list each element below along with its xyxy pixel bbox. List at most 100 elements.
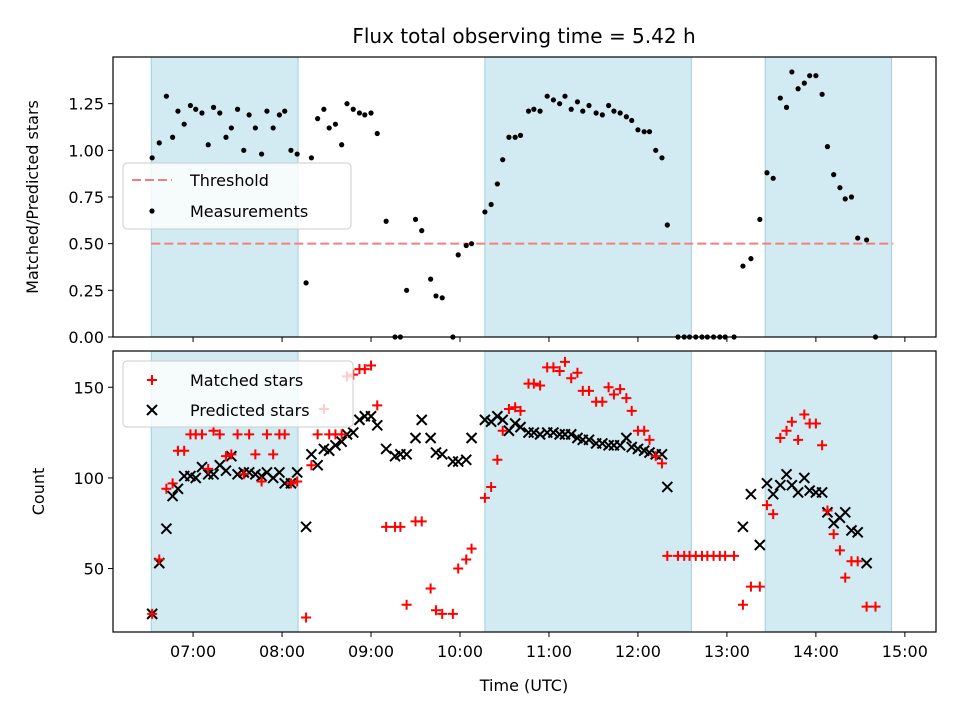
measurement-point [428, 276, 434, 282]
matched-stars-point [461, 554, 472, 565]
legend-frame [122, 360, 354, 428]
measurement-point [659, 155, 665, 161]
matched-stars-point [775, 433, 786, 444]
matched-stars-point [584, 385, 595, 396]
measurement-point [653, 147, 659, 153]
measurement-point [617, 110, 623, 116]
measurement-point [149, 155, 155, 161]
matched-stars-point [510, 402, 521, 413]
matched-stars-point [786, 416, 797, 427]
measurement-point [288, 147, 294, 153]
predicted-stars-point [860, 557, 873, 569]
measurement-point [433, 293, 439, 299]
measurement-point [512, 134, 518, 140]
measurement-point [156, 140, 162, 146]
predicted-stars-point [656, 448, 668, 461]
legend-measurement-swatch [149, 208, 155, 214]
matched-stars-point [548, 362, 559, 373]
matched-stars-point [626, 405, 637, 416]
matched-stars-point [768, 509, 779, 520]
axes-frame [112, 56, 937, 338]
predicted-stars-point [465, 432, 478, 444]
measurement-point [294, 151, 300, 157]
measurement-point [241, 147, 247, 153]
predicted-stars-point [424, 432, 437, 444]
predicted-stars-point [798, 472, 811, 484]
matched-stars-point [301, 612, 312, 623]
y-tick-label: 150 [73, 378, 104, 397]
measurement-point [795, 86, 801, 92]
matched-stars-point [256, 476, 267, 487]
measurement-point [770, 175, 776, 181]
y-tick-label: 1.25 [68, 95, 104, 114]
measurement-point [544, 93, 550, 99]
x-tick-label: 11:00 [526, 642, 572, 661]
measurement-point [187, 102, 194, 109]
x-tick-label: 12:00 [615, 642, 661, 661]
measurement-point [315, 116, 321, 122]
x-tick-label: 14:00 [793, 642, 839, 661]
predicted-stars-point [754, 539, 766, 551]
measurement-point [641, 129, 647, 135]
matched-stars-point [244, 429, 255, 440]
matched-stars-point [466, 543, 477, 554]
matched-stars-point [261, 429, 272, 440]
measurement-point [494, 181, 500, 187]
x-axis-label: Time (UTC) [479, 676, 568, 695]
matched-stars-point [745, 581, 756, 592]
measurement-point [506, 134, 512, 140]
predicted-stars-point [371, 419, 383, 432]
matched-stars-point [395, 521, 406, 532]
measurement-point [252, 125, 258, 131]
predicted-stars-point [509, 417, 521, 430]
measurement-point [837, 185, 843, 191]
matched-stars-point [486, 481, 497, 492]
measurement-point [568, 106, 574, 112]
matched-stars-point [515, 405, 526, 416]
panel-counts: 07:00 08:00 09:00 10:00 11:00 12:00 13:00 14:00… [29, 350, 937, 661]
panel-ratio: 0.00 0.25 0.50 0.75 1.00 1.25 Matched/Predicte… [23, 56, 937, 347]
predicted-stars-point [400, 448, 413, 461]
x-tick-label: 13:00 [704, 642, 750, 661]
matched-stars-point [497, 425, 508, 436]
matched-stars-point [359, 364, 370, 375]
matched-stars-point [720, 550, 731, 561]
predicted-stars-point [780, 468, 793, 480]
axes-frame [112, 350, 937, 633]
measurement-point [482, 209, 488, 215]
x-tick-label: 15:00 [882, 642, 928, 661]
matched-stars-point [336, 429, 347, 440]
measurement-point [586, 102, 592, 109]
predicted-stars-point [329, 439, 342, 451]
observing-interval-band [484, 350, 692, 633]
matched-stars-point [147, 608, 158, 619]
observing-interval-band [764, 56, 893, 338]
measurement-point [664, 222, 670, 228]
measurement-point [500, 157, 506, 163]
matched-stars-point [381, 521, 392, 532]
y-tick-label: 100 [73, 469, 104, 488]
matched-stars-point [597, 396, 608, 407]
matched-stars-point [492, 454, 503, 465]
matched-stars-point [834, 545, 845, 556]
legend-frame [122, 162, 352, 230]
measurement-point [517, 132, 524, 138]
predicted-stars-point [565, 428, 577, 441]
predicted-stars-point [353, 414, 366, 426]
matched-stars-point [161, 483, 172, 494]
matched-stars-point [250, 449, 261, 460]
measurement-point [611, 108, 617, 114]
y-axis-label: Count [29, 468, 48, 516]
matched-stars-point [761, 500, 772, 511]
measurement-point [813, 73, 819, 79]
measurement-point [332, 121, 339, 127]
measurement-point [807, 73, 813, 79]
predicted-stars-point [436, 448, 448, 461]
predicted-stars-point [409, 432, 422, 444]
matched-stars-point [729, 550, 740, 561]
measurement-point [246, 112, 252, 118]
measurement-point [228, 125, 234, 131]
legend-predicted-label: Predicted stars [190, 401, 310, 420]
matched-stars-point [822, 505, 833, 516]
